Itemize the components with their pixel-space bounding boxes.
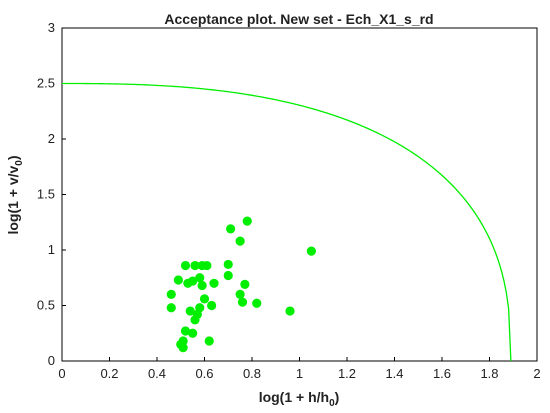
- x-tick-label: 1.4: [385, 366, 403, 381]
- data-point: [202, 260, 212, 271]
- y-axis: 0 0.5 1 1.5 2 2.5 3: [37, 20, 66, 368]
- x-tick-label: 0.8: [243, 366, 261, 381]
- data-point: [237, 297, 248, 307]
- y-tick-label: 2: [48, 131, 55, 146]
- data-point: [285, 306, 295, 316]
- data-point: [180, 326, 191, 336]
- x-tick-label: 0: [58, 366, 65, 381]
- data-point: [166, 303, 176, 313]
- y-axis-label: log(1 + v/v0): [5, 155, 25, 234]
- x-tick-label: 2: [533, 366, 540, 381]
- plot-frame: [61, 27, 538, 362]
- data-point: [197, 280, 207, 291]
- data-point: [306, 246, 316, 256]
- data-point: [185, 306, 195, 316]
- data-point: [223, 270, 233, 281]
- data-point: [178, 343, 188, 353]
- data-point: [188, 276, 198, 286]
- x-tick-label: 1: [296, 366, 303, 381]
- data-point: [235, 236, 245, 246]
- data-point: [173, 275, 183, 285]
- data-points: [166, 216, 316, 353]
- x-tick-label: 1.6: [433, 366, 451, 381]
- x-axis: 0 0.2 0.4 0.6 0.8 1 1.2 1.4 1.6 1.8 2: [58, 357, 541, 381]
- y-tick-label: 1.5: [37, 187, 55, 202]
- data-point: [199, 294, 210, 304]
- y-tick-label: 1: [48, 242, 55, 257]
- data-point: [252, 298, 262, 308]
- data-point: [207, 300, 217, 311]
- y-tick-label: 0: [48, 353, 55, 368]
- y-tick-label: 0.5: [37, 298, 55, 313]
- data-point: [204, 336, 214, 346]
- data-point: [166, 289, 176, 299]
- x-tick-label: 0.6: [195, 366, 213, 381]
- x-axis-label: log(1 + h/h0): [259, 389, 340, 409]
- y-tick-label: 2.5: [37, 76, 55, 91]
- data-point: [223, 259, 233, 270]
- data-point: [242, 216, 252, 226]
- data-point: [209, 278, 219, 288]
- data-point: [178, 336, 188, 346]
- data-point: [188, 328, 198, 338]
- data-point: [195, 303, 205, 313]
- acceptance-curve: [62, 82, 512, 362]
- y-tick-label: 3: [48, 20, 55, 35]
- chart-title: Acceptance plot. New set - Ech_X1_s_rd: [164, 11, 433, 27]
- data-point: [195, 273, 205, 283]
- x-tick-label: 0.2: [100, 366, 118, 381]
- x-tick-label: 0.4: [148, 366, 166, 381]
- data-point: [226, 224, 236, 234]
- x-tick-label: 1.2: [338, 366, 356, 381]
- x-tick-label: 1.8: [480, 366, 498, 381]
- data-point: [180, 260, 191, 271]
- data-point: [240, 279, 250, 290]
- data-point: [190, 260, 200, 271]
- data-point: [235, 289, 245, 299]
